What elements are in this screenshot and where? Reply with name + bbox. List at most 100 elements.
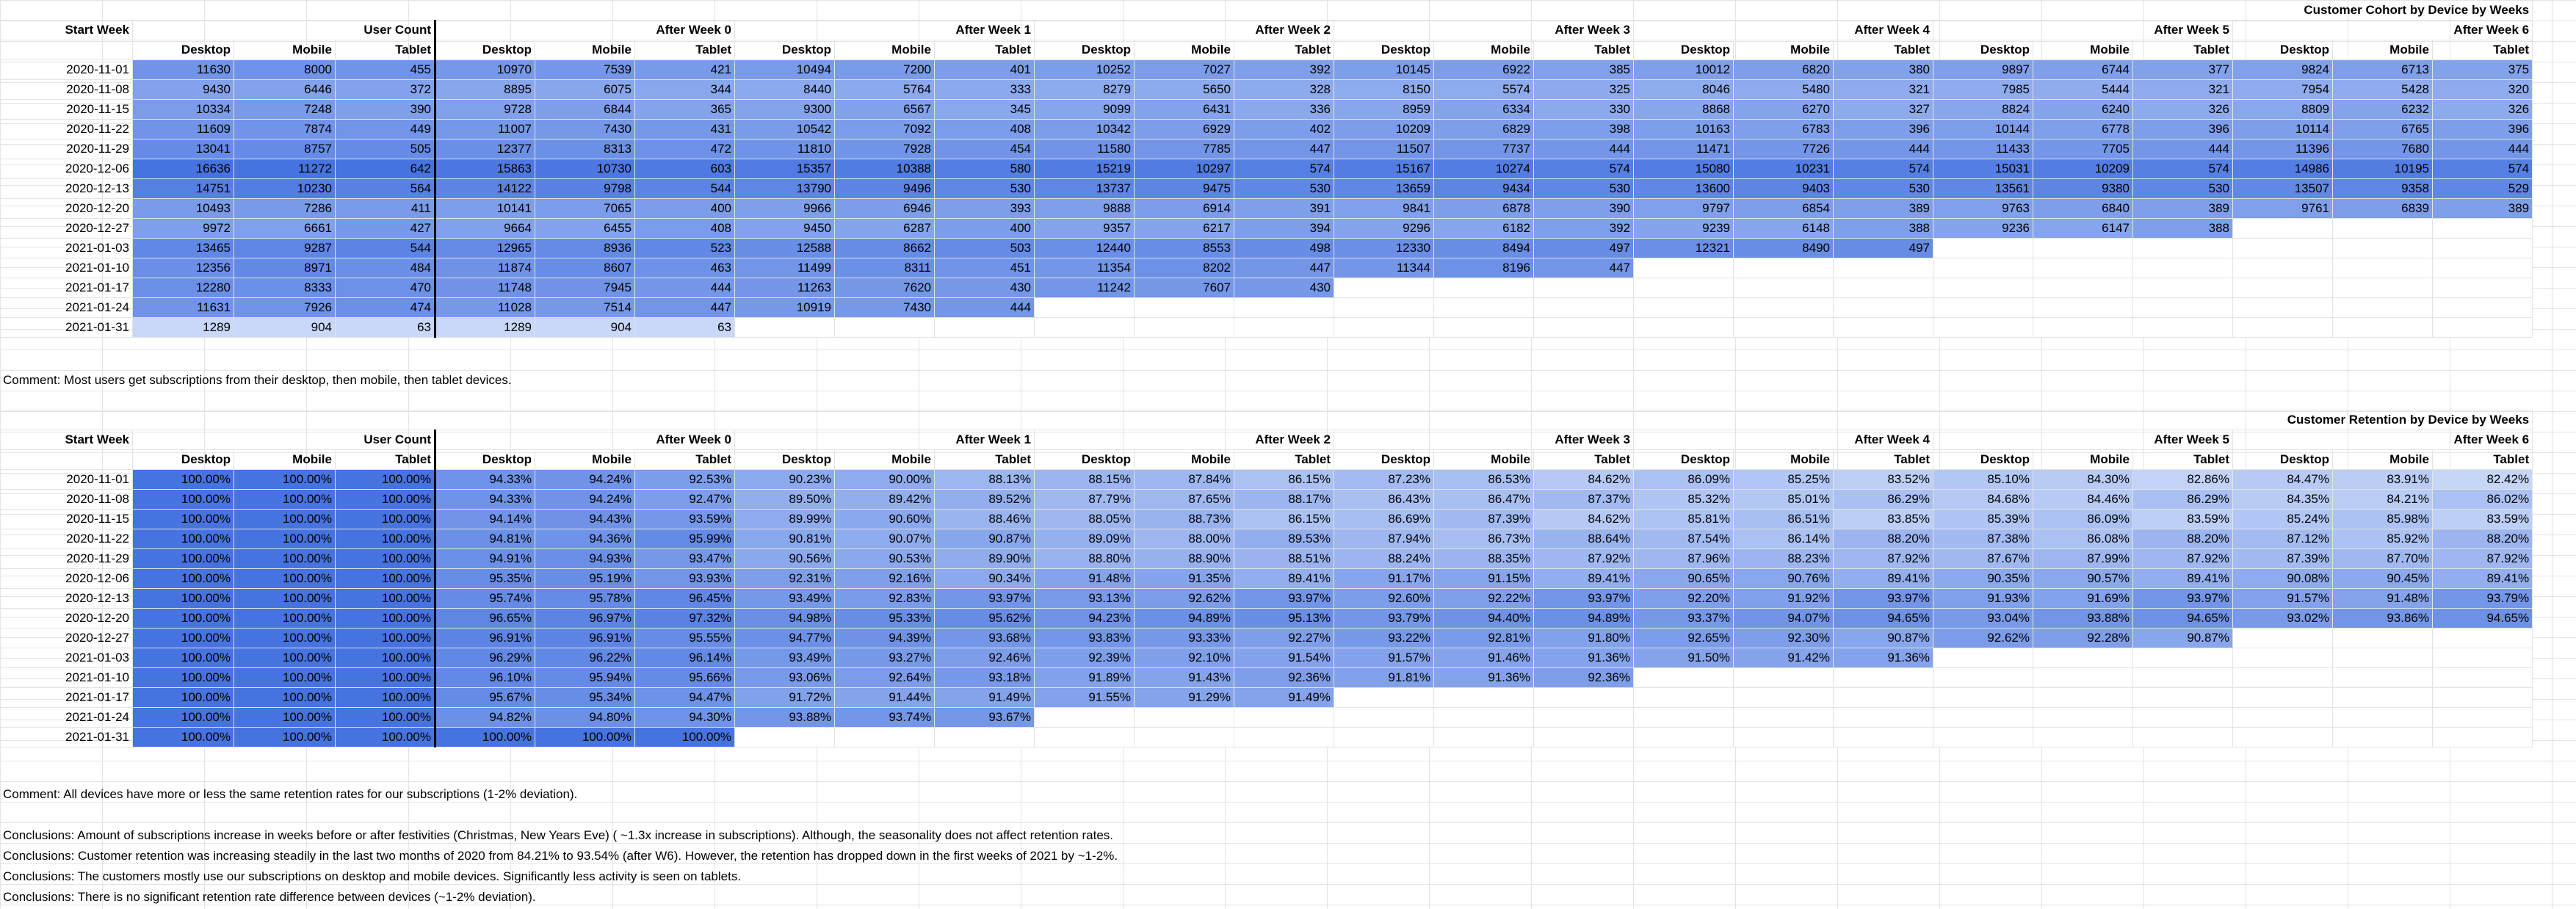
value-cell[interactable]: 642: [335, 159, 436, 179]
value-cell[interactable]: 85.92%: [2332, 529, 2433, 549]
value-cell[interactable]: 95.94%: [535, 667, 635, 688]
cohort-comment[interactable]: Comment: Most users get subscriptions fr…: [3, 373, 512, 387]
value-cell[interactable]: 6567: [834, 99, 935, 120]
value-cell[interactable]: 396: [2132, 119, 2233, 140]
value-cell[interactable]: 87.96%: [1633, 548, 1734, 569]
value-cell[interactable]: 8440: [734, 79, 835, 100]
value-cell[interactable]: 88.20%: [1833, 529, 1933, 549]
value-cell[interactable]: [834, 317, 935, 338]
value-cell[interactable]: 85.32%: [1633, 489, 1734, 510]
value-cell[interactable]: 9797: [1633, 198, 1734, 219]
value-cell[interactable]: 89.50%: [734, 489, 835, 510]
value-cell[interactable]: 93.22%: [1334, 628, 1434, 648]
value-cell[interactable]: [1733, 297, 1834, 318]
value-cell[interactable]: [734, 317, 835, 338]
value-cell[interactable]: 11263: [734, 278, 835, 298]
value-cell[interactable]: 90.81%: [734, 529, 835, 549]
value-cell[interactable]: 11433: [1933, 139, 2033, 159]
value-cell[interactable]: 91.89%: [1034, 667, 1135, 688]
value-cell[interactable]: 321: [1833, 79, 1933, 100]
value-cell[interactable]: 85.10%: [1933, 469, 2033, 490]
value-cell[interactable]: 14122: [435, 178, 535, 199]
value-cell[interactable]: 12440: [1034, 238, 1135, 258]
value-cell[interactable]: 375: [2431, 59, 2533, 80]
value-cell[interactable]: 94.40%: [1433, 608, 1534, 629]
value-cell[interactable]: 91.42%: [1733, 648, 1834, 668]
value-cell[interactable]: 391: [1234, 198, 1334, 219]
value-cell[interactable]: 88.20%: [2431, 529, 2533, 549]
value-cell[interactable]: 100.00%: [335, 687, 436, 708]
value-cell[interactable]: 6878: [1433, 198, 1534, 219]
value-cell[interactable]: [2132, 707, 2233, 728]
value-cell[interactable]: 88.64%: [1533, 529, 1634, 549]
value-cell[interactable]: [2232, 258, 2333, 278]
value-cell[interactable]: [2033, 687, 2133, 708]
value-cell[interactable]: 92.64%: [834, 667, 935, 688]
value-cell[interactable]: 92.81%: [1433, 628, 1534, 648]
value-cell[interactable]: [1533, 278, 1634, 298]
value-cell[interactable]: 12588: [734, 238, 835, 258]
value-cell[interactable]: 90.56%: [734, 548, 835, 569]
value-cell[interactable]: 6820: [1733, 59, 1834, 80]
value-cell[interactable]: 6446: [234, 79, 336, 100]
value-cell[interactable]: 15219: [1034, 159, 1135, 179]
value-cell[interactable]: 564: [335, 178, 436, 199]
value-cell[interactable]: 431: [634, 119, 735, 140]
value-cell[interactable]: [2132, 258, 2233, 278]
value-cell[interactable]: 8895: [435, 79, 535, 100]
start-week-cell[interactable]: 2020-12-27: [0, 628, 133, 648]
value-cell[interactable]: 8809: [2232, 99, 2333, 120]
value-cell[interactable]: 89.41%: [2431, 568, 2533, 589]
value-cell[interactable]: 100.00%: [234, 667, 336, 688]
value-cell[interactable]: 470: [335, 278, 436, 298]
value-cell[interactable]: 10274: [1433, 159, 1534, 179]
value-cell[interactable]: 91.29%: [1134, 687, 1234, 708]
value-cell[interactable]: 530: [934, 178, 1035, 199]
value-cell[interactable]: 11242: [1034, 278, 1135, 298]
value-cell[interactable]: 6929: [1134, 119, 1234, 140]
value-cell[interactable]: 6455: [535, 218, 635, 239]
value-cell[interactable]: 91.57%: [1334, 648, 1434, 668]
value-cell[interactable]: 86.29%: [1833, 489, 1933, 510]
value-cell[interactable]: 100.00%: [132, 687, 234, 708]
start-week-cell[interactable]: 2021-01-17: [0, 687, 133, 708]
value-cell[interactable]: 10919: [734, 297, 835, 318]
value-cell[interactable]: 93.18%: [934, 667, 1035, 688]
value-cell[interactable]: 90.87%: [934, 529, 1035, 549]
value-cell[interactable]: 86.09%: [2033, 509, 2133, 529]
value-cell[interactable]: 93.49%: [734, 648, 835, 668]
value-cell[interactable]: 100.00%: [132, 568, 234, 589]
value-cell[interactable]: [2431, 667, 2533, 688]
value-cell[interactable]: [1933, 727, 2033, 747]
value-cell[interactable]: [2132, 317, 2233, 338]
value-cell[interactable]: 87.54%: [1633, 529, 1734, 549]
value-cell[interactable]: [2332, 667, 2433, 688]
value-cell[interactable]: 84.62%: [1533, 509, 1634, 529]
value-cell[interactable]: 90.53%: [834, 548, 935, 569]
value-cell[interactable]: 9403: [1733, 178, 1834, 199]
value-cell[interactable]: 9450: [734, 218, 835, 239]
value-cell[interactable]: 95.13%: [1234, 608, 1334, 629]
value-cell[interactable]: 94.47%: [634, 687, 735, 708]
value-cell[interactable]: 90.08%: [2232, 568, 2333, 589]
value-cell[interactable]: [1733, 258, 1834, 278]
value-cell[interactable]: 96.22%: [535, 648, 635, 668]
value-cell[interactable]: 87.23%: [1334, 469, 1434, 490]
value-cell[interactable]: 14751: [132, 178, 234, 199]
value-cell[interactable]: 87.92%: [1833, 548, 1933, 569]
value-cell[interactable]: 9496: [834, 178, 935, 199]
value-cell[interactable]: 86.15%: [1234, 469, 1334, 490]
value-cell[interactable]: 88.13%: [934, 469, 1035, 490]
value-cell[interactable]: 497: [1833, 238, 1933, 258]
value-cell[interactable]: 94.65%: [2431, 608, 2533, 629]
value-cell[interactable]: 7430: [535, 119, 635, 140]
value-cell[interactable]: 91.50%: [1633, 648, 1734, 668]
value-cell[interactable]: [2132, 667, 2233, 688]
value-cell[interactable]: 9287: [234, 238, 336, 258]
value-cell[interactable]: 8313: [535, 139, 635, 159]
value-cell[interactable]: 444: [634, 278, 735, 298]
value-cell[interactable]: 94.30%: [634, 707, 735, 728]
value-cell[interactable]: 430: [934, 278, 1035, 298]
value-cell[interactable]: 580: [934, 159, 1035, 179]
value-cell[interactable]: 9761: [2232, 198, 2333, 219]
